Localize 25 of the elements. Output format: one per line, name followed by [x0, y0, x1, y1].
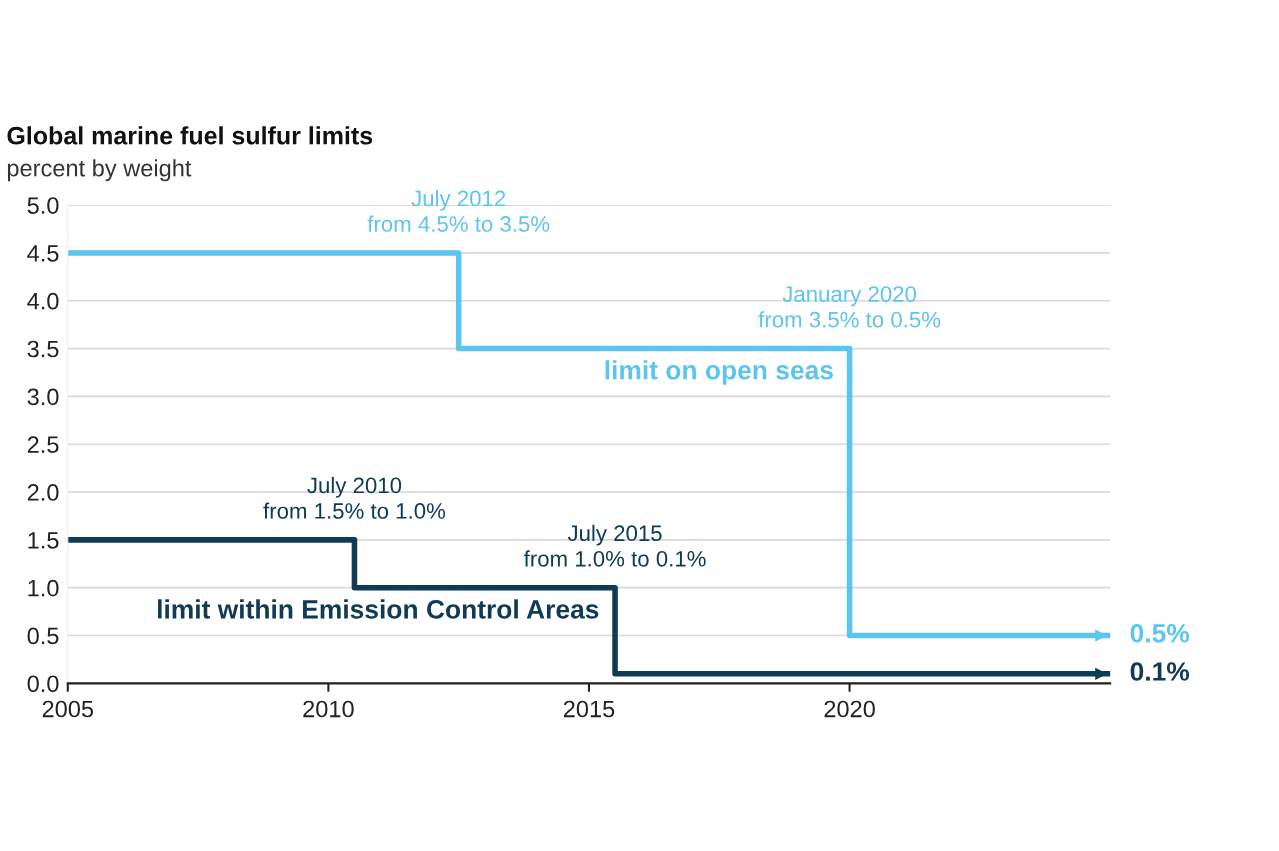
y-tick-label: 4.5: [27, 245, 59, 262]
x-tick-label: 2015: [563, 700, 615, 718]
annotation: July 2015 from 1.0% to 0.1%: [523, 524, 706, 567]
y-tick-label: 4.0: [27, 292, 59, 310]
y-tick-label: 0.0: [27, 675, 59, 693]
annotation: July 2012 from 4.5% to 3.5%: [367, 189, 550, 232]
annotation: July 2010 from 1.5% to 1.0%: [263, 476, 446, 519]
y-tick-label: 1.0: [28, 579, 59, 597]
x-tick-label: 2010: [303, 700, 354, 718]
x-tick-label: 2005: [42, 700, 94, 718]
y-tick-label: 2.0: [27, 484, 59, 501]
series-label: limit within Emission Control Areas: [157, 599, 599, 619]
y-tick-label: 1.5: [28, 532, 59, 549]
annotation: 0.1%: [1130, 662, 1190, 681]
x-tick-label: 2020: [824, 700, 875, 718]
y-tick-label: 3.5: [27, 340, 59, 358]
y-tick-label: 5.0: [27, 197, 59, 214]
y-tick-label: 2.5: [27, 436, 59, 454]
chart-title: Global marine fuel sulfur limits: [7, 126, 373, 145]
annotation: 0.5%: [1130, 623, 1190, 643]
y-tick-label: 3.0: [27, 388, 59, 406]
chart-subtitle: percent by weight: [7, 159, 192, 182]
annotation: January 2020 from 3.5% to 0.5%: [758, 286, 941, 328]
series-label: limit on open seas: [605, 360, 833, 385]
y-tick-label: 0.5: [27, 627, 59, 645]
